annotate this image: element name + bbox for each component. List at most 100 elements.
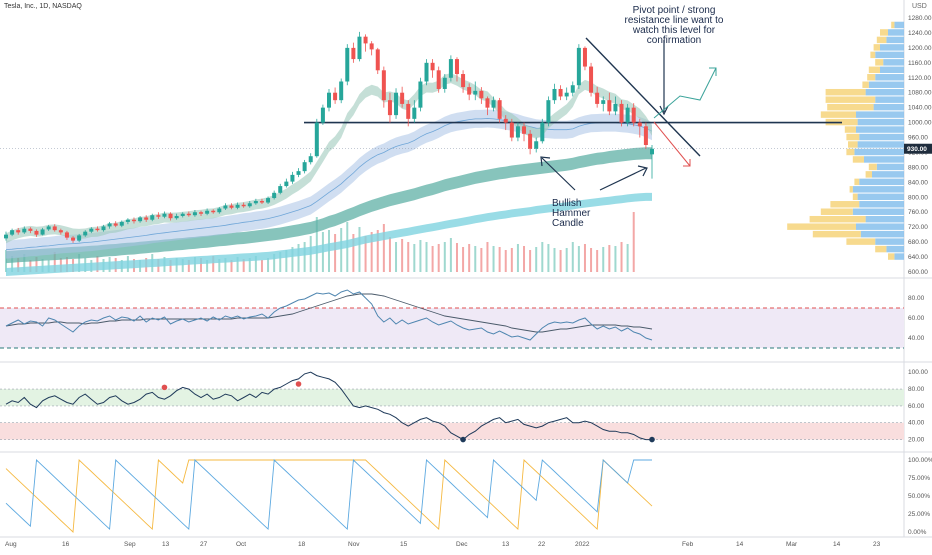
candle-body	[424, 62, 429, 82]
volume-profile-bar-down	[888, 29, 904, 36]
candle-body	[4, 234, 8, 239]
volume-bar	[547, 244, 550, 272]
volume-bar	[315, 217, 318, 272]
candle-body	[619, 103, 624, 123]
volume-bar	[590, 248, 593, 272]
volume-profile-bar-up	[846, 148, 855, 156]
candle-body	[119, 221, 124, 226]
hammer-annotation-line: Candle	[552, 218, 584, 229]
volume-bar	[565, 248, 568, 272]
volume-bar	[577, 246, 580, 272]
price-axis-tick-label: 760.00	[908, 209, 928, 216]
volume-bar	[181, 259, 184, 272]
symbol-title: Tesla, Inc., 1D, NASDAQ	[4, 3, 82, 10]
volume-bar	[510, 248, 513, 272]
candle-body	[375, 49, 380, 71]
candle-body	[259, 201, 264, 203]
volume-profile-bar-up	[867, 74, 876, 81]
volume-bar	[358, 227, 361, 272]
price-axis-tick-label: 1040.00	[908, 105, 932, 112]
candle-body	[522, 126, 527, 134]
volume-bar	[78, 254, 81, 272]
volume-profile-bar-down	[865, 215, 904, 223]
candle-body	[95, 228, 100, 231]
projection-up-arrowhead	[709, 67, 717, 76]
pivot-annotation: Pivot point / strong resistance line wan…	[606, 6, 742, 46]
volume-bar	[407, 242, 410, 272]
volume-bar	[224, 258, 227, 272]
aroon-down-line	[5, 459, 652, 531]
candle-body	[77, 235, 82, 241]
candle-body	[473, 90, 478, 95]
volume-bar	[529, 250, 532, 272]
volume-profile-bar-down	[872, 171, 904, 178]
candle-body	[290, 174, 295, 182]
volume-bar	[516, 244, 519, 272]
volume-bar	[626, 244, 629, 272]
volume-profile-bar-down	[876, 163, 904, 171]
candle-body	[394, 92, 399, 116]
candle-body	[607, 100, 612, 112]
price-axis-tick-label: 640.00	[908, 254, 928, 261]
hammer-annotation: Bullish Hammer Candle	[552, 199, 596, 229]
volume-profile-bar-down	[856, 223, 904, 230]
candle-body	[302, 162, 307, 172]
candle-body	[643, 126, 648, 145]
pivot-annotation-line: confirmation	[646, 35, 702, 46]
candle-body	[186, 213, 191, 216]
volume-profile-bar-up	[865, 171, 872, 178]
volume-bar	[462, 247, 465, 272]
volume-profile-bar-up	[873, 44, 880, 51]
price-axis-tick-label: 840.00	[908, 179, 928, 186]
annotation-arrowhead	[659, 105, 669, 116]
candle-body	[576, 47, 581, 86]
volume-profile-bar-up	[876, 36, 887, 44]
volume-profile-bar-down	[894, 21, 904, 29]
volume-profile-bar-up	[820, 111, 856, 118]
volume-profile-bar-down	[859, 201, 904, 208]
aroon-axis-tick-label: 100.00%	[908, 457, 932, 464]
time-axis-label: 16	[62, 541, 70, 548]
last-price-tag	[904, 143, 932, 154]
candle-body	[34, 230, 39, 235]
candle-body	[144, 217, 149, 220]
volume-profile-bar-up	[827, 103, 874, 111]
time-axis-label: 22	[538, 541, 546, 548]
candle-body	[412, 107, 417, 119]
volume-profile-bar-up	[825, 96, 876, 103]
volume-bar	[498, 247, 501, 272]
rsi-axis-tick-label: 80.00	[908, 295, 925, 302]
candle-body	[613, 103, 618, 112]
volume-bar	[334, 234, 337, 272]
volume-profile-bar-down	[864, 156, 904, 163]
candle-body	[589, 66, 594, 93]
volume-profile-bar-down	[857, 193, 904, 201]
volume-bar	[401, 239, 404, 272]
volume-bar	[53, 252, 56, 272]
candle-body	[345, 47, 350, 82]
volume-bar	[254, 256, 257, 272]
hammer-annotation-line: Bullish	[552, 198, 582, 209]
volume-profile-bar-down	[852, 186, 904, 193]
candle-body	[631, 107, 636, 123]
time-axis-label: Sep	[124, 541, 136, 548]
candle-body	[64, 232, 69, 238]
aroon-up-line	[5, 459, 653, 533]
candle-body	[174, 215, 179, 219]
volume-bar	[340, 228, 343, 272]
stoch-axis-tick-label: 40.00	[908, 420, 925, 427]
price-axis-tick-label: 1160.00	[908, 60, 931, 67]
candle-body	[467, 87, 472, 95]
ema-mid-band	[6, 109, 652, 259]
candle-body	[46, 226, 51, 230]
price-axis-tick-label: 880.00	[908, 164, 928, 171]
stoch-axis-tick-label: 100.00	[908, 369, 928, 376]
candle-body	[601, 100, 606, 104]
volume-bar	[200, 258, 203, 272]
volume-bar	[480, 248, 483, 272]
volume-bar	[248, 258, 251, 272]
volume-profile-bar-up	[880, 29, 888, 36]
volume-profile-bar-down	[868, 81, 904, 88]
